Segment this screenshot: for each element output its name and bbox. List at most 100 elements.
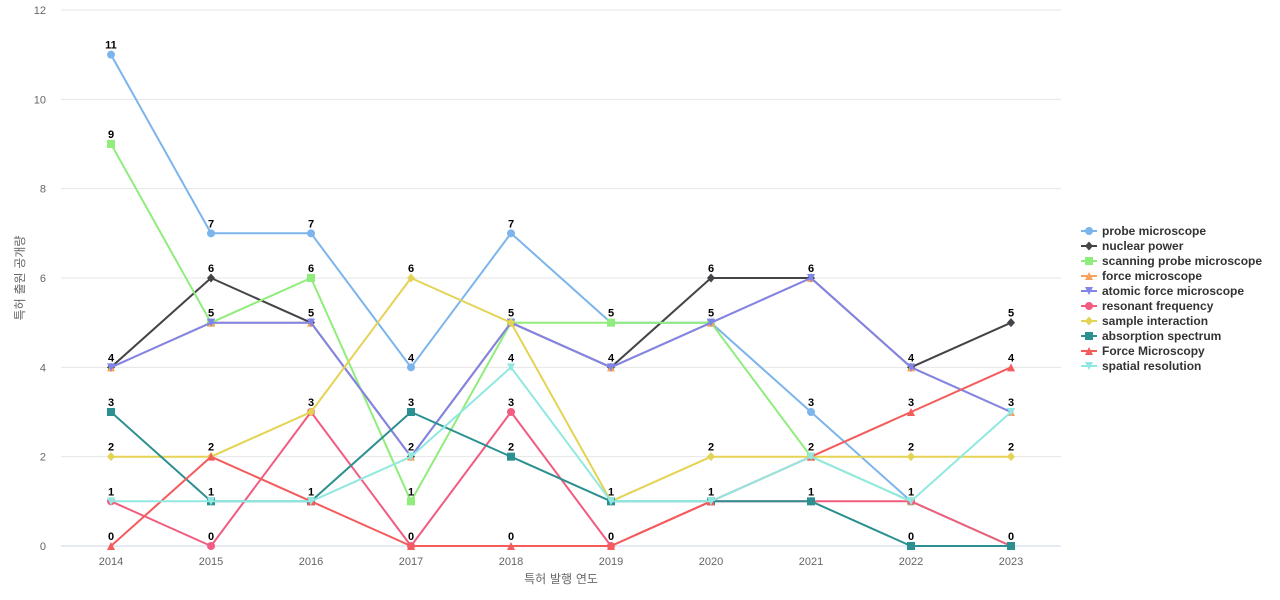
data-label: 5	[708, 308, 714, 320]
data-point	[107, 452, 115, 462]
data-point	[407, 273, 415, 283]
data-point	[1007, 408, 1015, 416]
data-point	[807, 274, 815, 282]
data-label: 5	[308, 308, 314, 320]
x-tick-label: 2021	[799, 556, 823, 568]
data-label: 2	[508, 442, 514, 454]
data-point	[507, 363, 515, 372]
series-line	[110, 277, 1012, 458]
x-axis-title: 특허 발행 연도	[524, 571, 598, 586]
legend-marker	[1085, 241, 1093, 251]
y-axis-title: 특허 출원 공개량	[13, 236, 27, 321]
data-point	[1007, 318, 1015, 328]
data-point	[107, 408, 115, 416]
data-point	[207, 229, 215, 238]
data-point	[507, 318, 515, 328]
data-label: 4	[408, 352, 415, 364]
data-point	[807, 497, 815, 506]
data-label: 3	[908, 397, 914, 409]
data-label: 4	[1008, 352, 1015, 364]
data-point	[807, 452, 815, 461]
series-probe-microscope	[107, 50, 1015, 550]
legend-label: atomic force microscope	[1102, 284, 1244, 298]
x-tick-label: 2020	[699, 556, 723, 568]
legend-item[interactable]: nuclear power	[1081, 239, 1184, 253]
x-tick-label: 2023	[999, 556, 1023, 568]
data-point	[907, 363, 915, 372]
data-point	[107, 140, 115, 148]
x-tick-label: 2018	[499, 556, 523, 568]
x-tick-label: 2016	[299, 556, 323, 568]
data-point	[907, 542, 915, 550]
legend-item[interactable]: probe microscope	[1081, 224, 1206, 238]
series-line	[110, 277, 1012, 503]
data-label: 0	[908, 531, 914, 543]
legend-item[interactable]: atomic force microscope	[1081, 284, 1244, 298]
data-point	[507, 452, 515, 461]
data-label: 1	[108, 486, 114, 498]
data-label: 3	[508, 397, 514, 409]
data-point	[107, 363, 115, 372]
data-point	[407, 452, 415, 461]
legend-item[interactable]: resonant frequency	[1081, 299, 1214, 313]
data-label: 3	[1008, 397, 1014, 409]
data-label: 5	[208, 308, 214, 320]
legend-item[interactable]: spatial resolution	[1081, 359, 1201, 373]
data-label: 3	[308, 397, 314, 409]
data-point	[307, 229, 315, 238]
data-point	[707, 497, 715, 506]
data-label: 0	[108, 531, 114, 543]
data-point	[707, 452, 715, 462]
legend-item[interactable]: sample interaction	[1081, 314, 1208, 328]
y-tick-label: 4	[40, 362, 46, 374]
data-point	[907, 408, 915, 416]
data-label: 2	[208, 442, 214, 454]
data-label: 3	[408, 397, 414, 409]
legend-item[interactable]: force microscope	[1081, 269, 1202, 283]
y-tick-label: 0	[40, 541, 46, 553]
series-line	[110, 411, 1012, 547]
legend-item[interactable]: scanning probe microscope	[1081, 254, 1262, 268]
data-point	[707, 273, 715, 283]
data-label: 7	[208, 218, 214, 230]
data-label: 4	[908, 352, 915, 364]
data-point	[407, 408, 415, 416]
data-point	[907, 497, 915, 506]
data-point	[807, 408, 815, 416]
data-point	[207, 318, 215, 327]
legend-marker	[1085, 316, 1093, 326]
data-label: 0	[608, 531, 614, 543]
data-label: 4	[108, 352, 115, 364]
legend-marker	[1085, 227, 1093, 235]
data-label: 4	[608, 352, 615, 364]
data-point	[907, 452, 915, 462]
legend-label: force microscope	[1102, 269, 1202, 283]
data-point	[407, 363, 415, 372]
legend-marker	[1085, 362, 1093, 370]
series-spatial-resolution	[107, 363, 1015, 506]
data-label: 6	[208, 263, 214, 275]
data-label: 1	[908, 486, 914, 498]
data-label: 4	[508, 352, 515, 364]
legend-item[interactable]: Force Microscopy	[1081, 344, 1205, 358]
data-label: 9	[108, 129, 114, 141]
data-label: 11	[105, 40, 117, 52]
data-label: 7	[508, 218, 514, 230]
data-label: 0	[508, 531, 514, 543]
series-line	[110, 366, 1012, 547]
data-label: 1	[308, 486, 314, 498]
series-line	[110, 366, 1012, 503]
legend-item[interactable]: absorption spectrum	[1081, 329, 1221, 343]
data-label: 6	[808, 263, 814, 275]
data-point	[1007, 452, 1015, 462]
data-point	[107, 50, 115, 59]
data-label: 1	[808, 486, 814, 498]
data-label: 0	[408, 531, 414, 543]
legend-label: probe microscope	[1102, 224, 1206, 238]
data-label: 6	[308, 263, 314, 275]
data-label: 5	[1008, 308, 1014, 320]
y-tick-label: 2	[40, 452, 46, 464]
